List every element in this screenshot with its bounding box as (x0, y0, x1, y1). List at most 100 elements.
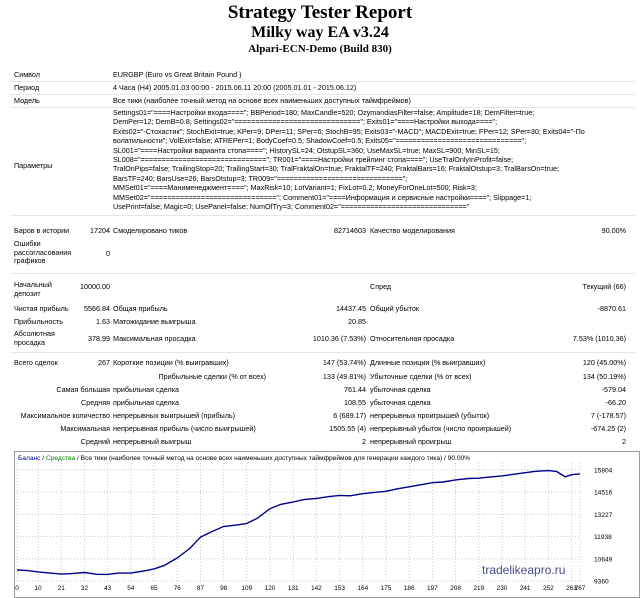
symbol-value: EURGBP (Euro vs Great Britain Pound ) (113, 70, 242, 79)
balance-chart-svg: 0 10 21 32 43 54 65 76 87 98 109 120 131 142 153 164 175… (14, 451, 640, 598)
x-tick-label: 54 (127, 585, 135, 592)
param-line: MMSet02="=============================="… (113, 192, 532, 202)
avg-profit-value: 108.55 (344, 398, 366, 407)
gross-profit-value: 14437.45 (336, 304, 366, 313)
x-tick-label: 153 (334, 585, 345, 592)
chart-legend: Баланс / Средства / Все тики (наиболее т… (18, 454, 470, 462)
spread-value: Текущий (66) (582, 282, 626, 291)
max-cons-profit-value: 1505.55 (4) (329, 424, 366, 433)
abs-drawdown-value: 378.99 (88, 334, 110, 343)
chart-grid (16, 463, 581, 582)
ticks-label: Смоделировано тиков (113, 226, 188, 235)
ea-name: Milky way EA v3.24 (251, 24, 389, 41)
row-divider (10, 107, 635, 108)
short-positions-label: Короткие позиции (% выигравших) (113, 358, 229, 367)
maximal-label: Максимальная (60, 424, 110, 433)
param-line: SL008="=============================="; … (113, 155, 514, 165)
max-cons-loss-value: -674.25 (2) (590, 424, 626, 433)
max-cons-losses-label: непрерывных проигрышей (убыток) (370, 411, 490, 420)
x-tick-label: 32 (81, 585, 89, 592)
errors-value: 0 (106, 249, 110, 258)
x-tick-label: 230 (497, 585, 508, 592)
bars-label: Баров в истории (14, 226, 70, 235)
param-line: DemPer=12; DemB=0.8; Settings02="=======… (113, 117, 498, 127)
total-trades-label: Всего сделок (14, 358, 58, 367)
param-line: MMSet01="====Манименеджмент===="; MaxRis… (113, 183, 477, 193)
largest-label: Самая большая (56, 385, 110, 394)
max-cons-profit-label: непрерывная прибыль (число выигрышей) (113, 424, 256, 433)
loss-trades-label: Убыточные сделки (% от всех) (370, 372, 472, 381)
balance-series-line (16, 469, 581, 576)
avg-loss-label: убыточная сделка (370, 398, 431, 407)
legend-separator: / (40, 455, 46, 462)
model-label: Модель (14, 96, 40, 105)
errors-label: Ошибки рассогласования графиков (14, 239, 72, 266)
symbol-label: Символ (14, 70, 40, 79)
x-tick-label: 120 (265, 585, 276, 592)
param-line: Settings01="====Настройки входа===="; BB… (113, 108, 535, 117)
net-profit-value: 5566.84 (84, 304, 110, 313)
net-profit-label: Чистая прибыль (14, 304, 69, 313)
x-tick-label: 175 (381, 585, 392, 592)
max-drawdown-label: Максимальная просадка (113, 334, 196, 343)
y-tick-labels: 15804 14516 13227 11938 10649 9360 (594, 467, 613, 585)
report-title: Strategy Tester Report (227, 2, 413, 23)
legend-description: / Все тики (наиболее точный метод на осн… (75, 454, 470, 462)
y-tick-label: 13227 (594, 512, 613, 519)
x-tick-label: 131 (288, 585, 299, 592)
gross-loss-value: -8870.61 (597, 304, 626, 313)
row-divider (10, 94, 635, 95)
max-cons-wins-label: непрерывных выигрышей (прибыль) (113, 411, 236, 420)
x-tick-label: 197 (427, 585, 438, 592)
x-tick-label: 252 (543, 585, 554, 592)
expected-payoff-label: Матожидание выигрыша (113, 317, 196, 326)
y-tick-label: 14516 (594, 490, 613, 497)
short-positions-value: 147 (53.74%) (322, 358, 366, 367)
quality-label: Качество моделирования (370, 226, 455, 235)
avg-cons-losses-value: 2 (622, 437, 626, 446)
rel-drawdown-label: Относительная просадка (370, 334, 455, 343)
x-tick-label: 267 (575, 585, 586, 592)
param-line: волатильности"; VolExit=false; ATREPer=1… (113, 136, 527, 146)
largest-loss-label: убыточная сделка (370, 385, 431, 394)
x-tick-label: 43 (104, 585, 112, 592)
legend-equity: Средства (46, 455, 76, 462)
max-cons-losses-value: 7 (-178.57) (590, 411, 626, 420)
params-label: Параметры (14, 161, 53, 170)
profit-factor-label: Прибыльность (14, 317, 63, 326)
abs-drawdown-label: Абсолютная просадка (14, 329, 55, 347)
max-count-label: Максимальное количество (20, 411, 110, 420)
param-line: SL001="====Настройки варианта стопа===="… (113, 145, 500, 155)
params-block: Settings01="====Настройки входа===="; BB… (113, 108, 635, 211)
period-value: 4 Часа (H4) 2005.01.03 00:00 - 2015.06.1… (113, 83, 357, 92)
y-tick-label: 9360 (594, 579, 609, 586)
x-tick-label: 98 (220, 585, 228, 592)
legend-balance: Баланс (18, 455, 41, 462)
x-tick-label: 219 (473, 585, 484, 592)
deposit-label: Начальный депозит (14, 280, 52, 298)
rel-drawdown-value: 7.53% (1010.36) (572, 334, 626, 343)
spread-label: Спред (370, 282, 392, 291)
largest-profit-value: 761.44 (344, 385, 366, 394)
period-label: Период (14, 83, 40, 92)
param-line: TralOnPips=false; TrailingStop=20; Trail… (113, 164, 559, 174)
x-tick-label: 186 (404, 585, 415, 592)
x-tick-labels: 0 10 21 32 43 54 65 76 87 98 109 120 131 142 153 164 175… (15, 585, 586, 592)
largest-profit-label: прибыльная сделка (113, 385, 180, 394)
x-tick-label: 10 (35, 585, 43, 592)
profit-trades-label: Прибыльные сделки (% от всех) (158, 372, 267, 381)
param-line: UsePrint=false; Magic=0; UsePanel=false;… (113, 202, 470, 212)
avg-cons-label: Средний (80, 437, 110, 446)
long-positions-value: 120 (45.00%) (582, 358, 626, 367)
row-divider (10, 352, 635, 353)
x-tick-label: 263 (566, 585, 577, 592)
profit-factor-value: 1.63 (96, 317, 110, 326)
x-tick-label: 208 (450, 585, 461, 592)
total-trades-value: 267 (98, 358, 110, 367)
expected-payoff-value: 20.85 (348, 317, 366, 326)
gross-loss-label: Общий убыток (370, 304, 419, 313)
y-tick-label: 11938 (594, 534, 612, 541)
ticks-value: 82714603 (334, 226, 366, 235)
watermark: tradelikeapro.ru (482, 563, 566, 577)
x-tick-label: 65 (151, 585, 159, 592)
